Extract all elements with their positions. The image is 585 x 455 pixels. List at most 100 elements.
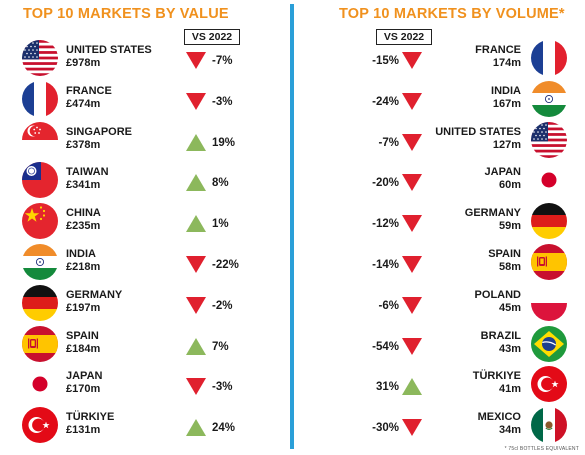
market-figure: 167m [492,97,521,110]
turkiye-flag-icon [531,366,567,403]
market-figure: 127m [492,138,521,151]
triangle-down-icon [186,52,206,69]
market-row: UNITED STATES 127m -7% [298,121,585,162]
change-percentage: -6% [378,299,399,312]
change-percentage: -22% [212,259,239,271]
market-figure: £184m [66,342,101,355]
country-name: GERMANY [464,207,521,220]
turkiye-flag-icon [22,407,58,444]
country-name: SPAIN [488,248,521,260]
mexico-flag-icon [531,407,567,444]
market-row: UNITED STATES £978m -7% [0,40,288,80]
market-figure: 43m [498,342,521,355]
change-percentage: -20% [372,177,399,190]
triangle-down-icon [402,215,422,233]
triangle-up-icon [186,174,206,192]
market-row: FRANCE £474m -3% [0,80,288,121]
market-row: JAPAN £170m -3% [0,366,288,406]
triangle-down-icon [402,296,422,314]
triangle-down-icon [402,337,422,355]
market-row: INDIA 167m -24% [298,80,585,121]
country-name: TÜRKIYE [472,370,521,383]
country-name: TAIWAN [66,166,109,179]
market-row: JAPAN 60m -20% [298,162,585,202]
taiwan-flag-icon [22,162,58,199]
change-percentage: -7% [378,136,399,149]
market-figure: 34m [498,424,521,437]
country-name: JAPAN [66,370,103,383]
market-row: SPAIN 58m -14% [298,244,585,284]
change-percentage: 31% [375,381,399,394]
market-figure: £978m [66,57,101,69]
triangle-down-icon [402,419,422,437]
market-figure: £218m [66,261,101,273]
triangle-down-icon [402,256,422,273]
japan-flag-icon [531,162,567,199]
triangle-down-icon [186,296,206,314]
country-name: CHINA [66,207,101,220]
market-figure: 174m [492,57,521,69]
value-panel-title: TOP 10 MARKETS BY VALUE [23,6,229,22]
change-percentage: -12% [372,218,399,231]
market-figure: £197m [66,301,101,314]
market-figure: £235m [66,220,101,233]
change-percentage: -24% [372,95,399,108]
germany-flag-icon [531,203,567,240]
triangle-down-icon [402,133,422,151]
change-percentage: -14% [372,259,399,271]
market-figure: £378m [66,138,101,151]
triangle-down-icon [186,256,206,273]
country-name: MEXICO [477,411,521,424]
change-percentage: 24% [212,422,236,435]
volume-vs-label: VS 2022 [376,29,432,45]
market-row: POLAND 45m -6% [298,284,585,325]
triangle-up-icon [186,133,206,151]
volume-panel: TOP 10 MARKETS BY VOLUME* VS 2022 FRANCE… [298,0,585,455]
united-states-flag-icon [531,121,567,158]
triangle-up-icon [186,337,206,355]
change-percentage: 7% [212,340,229,353]
market-row: TÜRKIYE £131m 24% [0,407,288,447]
market-figure: £341m [66,179,101,192]
market-figure: 59m [498,220,521,233]
change-percentage: -15% [372,55,399,67]
triangle-down-icon [186,378,206,396]
market-figure: 45m [498,301,521,314]
change-percentage: -3% [212,95,233,108]
triangle-up-icon [186,215,206,233]
change-percentage: 19% [212,136,236,149]
country-name: POLAND [474,288,521,301]
market-row: GERMANY 59m -12% [298,203,585,243]
country-name: INDIA [66,248,96,260]
volume-panel-title: TOP 10 MARKETS BY VOLUME* [339,6,565,22]
united-states-flag-icon [22,40,58,76]
market-row: BRAZIL 43m -54% [298,325,585,366]
triangle-up-icon [402,378,422,396]
market-row: FRANCE 174m -15% [298,40,585,80]
country-name: SINGAPORE [66,125,133,138]
brazil-flag-icon [531,325,567,362]
market-row: TÜRKIYE 41m 31% [298,366,585,406]
change-percentage: -30% [372,422,399,435]
market-row: MEXICO 34m -30% [298,407,585,447]
france-flag-icon [531,40,567,76]
market-row: SINGAPORE £378m 19% [0,121,288,162]
japan-flag-icon [22,366,58,403]
country-name: UNITED STATES [435,125,521,138]
market-row: TAIWAN £341m 8% [0,162,288,202]
country-name: FRANCE [66,84,112,97]
market-figure: £170m [66,383,101,396]
singapore-flag-icon [22,121,58,158]
triangle-up-icon [186,419,206,437]
country-name: JAPAN [484,166,521,179]
country-name: INDIA [491,84,521,97]
panel-divider [290,4,294,449]
triangle-down-icon [186,92,206,110]
germany-flag-icon [22,284,58,321]
spain-flag-icon [22,325,58,362]
country-name: GERMANY [66,288,123,301]
triangle-down-icon [402,52,422,69]
market-row: GERMANY £197m -2% [0,284,288,325]
india-flag-icon [22,244,58,280]
country-name: BRAZIL [480,329,521,342]
